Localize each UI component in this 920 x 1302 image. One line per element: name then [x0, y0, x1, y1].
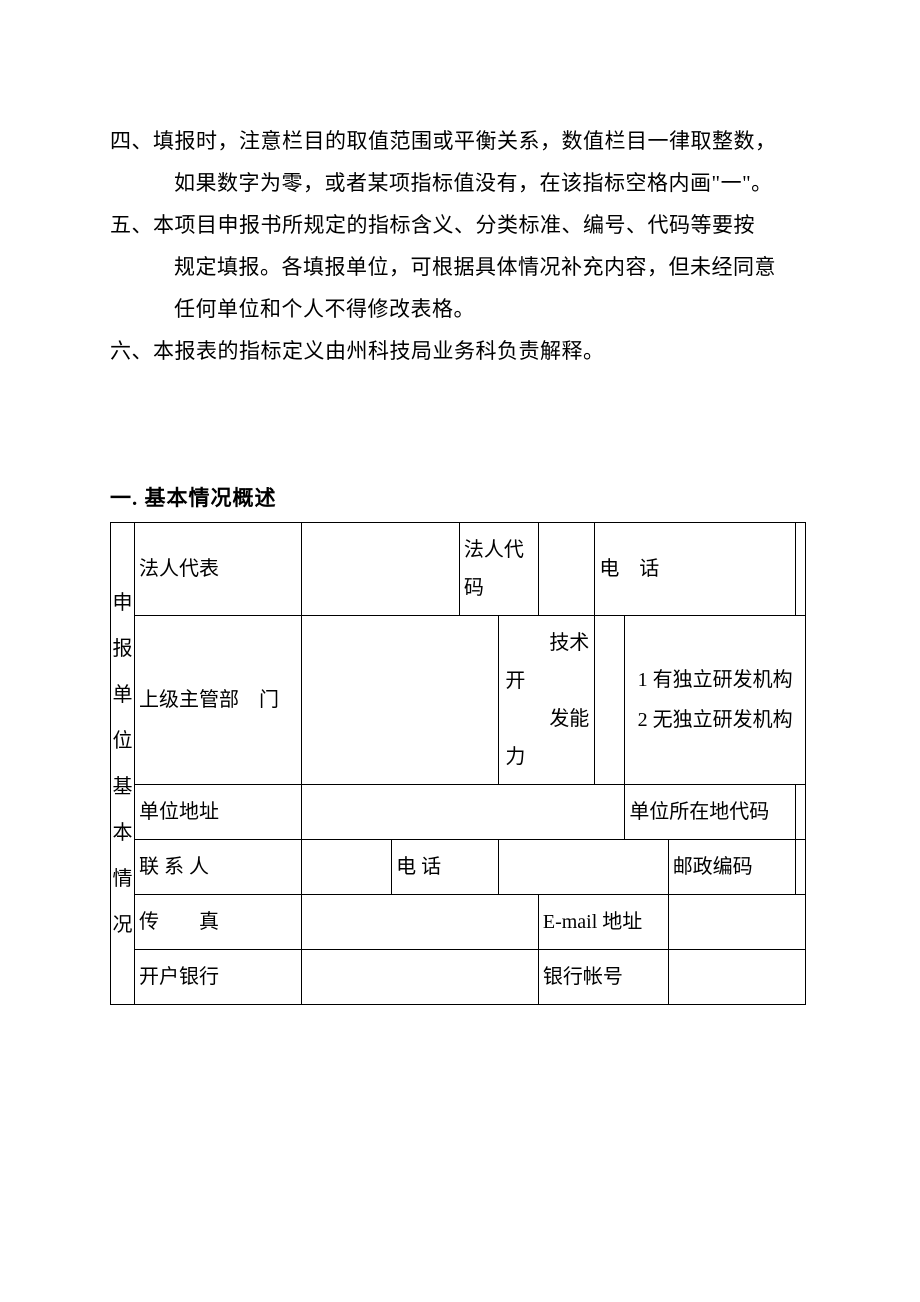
table-row: 联 系 人 电 话 邮政编码 [111, 840, 806, 895]
account-label: 银行帐号 [538, 950, 668, 1005]
paragraph-6: 六、本报表的指标定义由州科技局业务科负责解释。 [110, 330, 810, 372]
phone-label-1: 电 话 [595, 523, 796, 616]
para6-label: 六、 [110, 339, 153, 363]
superior-label: 上级主管部 门 [135, 616, 302, 785]
table-row: 申报单位基本情况 法人代表 法人代码 电 话 [111, 523, 806, 616]
postcode-value[interactable] [795, 840, 805, 895]
fax-value[interactable] [302, 895, 539, 950]
email-value[interactable] [668, 895, 805, 950]
postcode-label: 邮政编码 [668, 840, 795, 895]
legal-rep-label: 法人代表 [135, 523, 302, 616]
instruction-paragraphs: 四、填报时，注意栏目的取值范围或平衡关系，数值栏目一律取整数， 如果数字为零，或… [110, 120, 810, 372]
phone-label-2: 电 话 [392, 840, 499, 895]
address-label: 单位地址 [135, 785, 302, 840]
rd-options: 1 有独立研发机构 2 无独立研发机构 [625, 616, 806, 785]
loc-code-label: 单位所在地代码 [625, 785, 796, 840]
phone-value-1[interactable] [795, 523, 805, 616]
tech-capacity-label: 技术 开 发能 力 [499, 616, 595, 785]
table-row: 上级主管部 门 技术 开 发能 力 1 有独立研发机构 2 无独立研发机构 [111, 616, 806, 785]
para5-line2: 规定填报。各填报单位，可根据具体情况补充内容，但未经同意 [110, 246, 810, 288]
bank-label: 开户银行 [135, 950, 302, 1005]
loc-code-value[interactable] [795, 785, 805, 840]
para5-line1: 本项目申报书所规定的指标含义、分类标准、编号、代码等要按 [153, 213, 755, 237]
legal-code-value[interactable] [538, 523, 594, 616]
para6-line1: 本报表的指标定义由州科技局业务科负责解释。 [153, 339, 605, 363]
section-heading: 一. 基本情况概述 [110, 482, 810, 512]
fax-label: 传 真 [135, 895, 302, 950]
para4-label: 四、 [110, 129, 153, 153]
para5-line3: 任何单位和个人不得修改表格。 [110, 288, 810, 330]
paragraph-4: 四、填报时，注意栏目的取值范围或平衡关系，数值栏目一律取整数， 如果数字为零，或… [110, 120, 810, 204]
table-row: 传 真 E-mail 地址 [111, 895, 806, 950]
para4-line1: 填报时，注意栏目的取值范围或平衡关系，数值栏目一律取整数， [153, 129, 777, 153]
basic-info-table: 申报单位基本情况 法人代表 法人代码 电 话 上级主管部 门 技术 开 发能 力… [110, 522, 806, 1005]
side-label: 申报单位基本情况 [111, 523, 135, 1005]
para5-label: 五、 [110, 213, 153, 237]
paragraph-5: 五、本项目申报书所规定的指标含义、分类标准、编号、代码等要按 规定填报。各填报单… [110, 204, 810, 330]
tech-capacity-value[interactable] [595, 616, 625, 785]
bank-value[interactable] [302, 950, 539, 1005]
table-row: 开户银行 银行帐号 [111, 950, 806, 1005]
contact-label: 联 系 人 [135, 840, 302, 895]
superior-value[interactable] [302, 616, 499, 785]
contact-value[interactable] [302, 840, 392, 895]
email-label: E-mail 地址 [538, 895, 668, 950]
para4-line2: 如果数字为零，或者某项指标值没有，在该指标空格内画"一"。 [110, 162, 810, 204]
account-value[interactable] [668, 950, 805, 1005]
legal-code-label: 法人代码 [459, 523, 538, 616]
legal-rep-value[interactable] [302, 523, 460, 616]
address-value[interactable] [302, 785, 625, 840]
table-row: 单位地址 单位所在地代码 [111, 785, 806, 840]
phone-value-2[interactable] [499, 840, 668, 895]
